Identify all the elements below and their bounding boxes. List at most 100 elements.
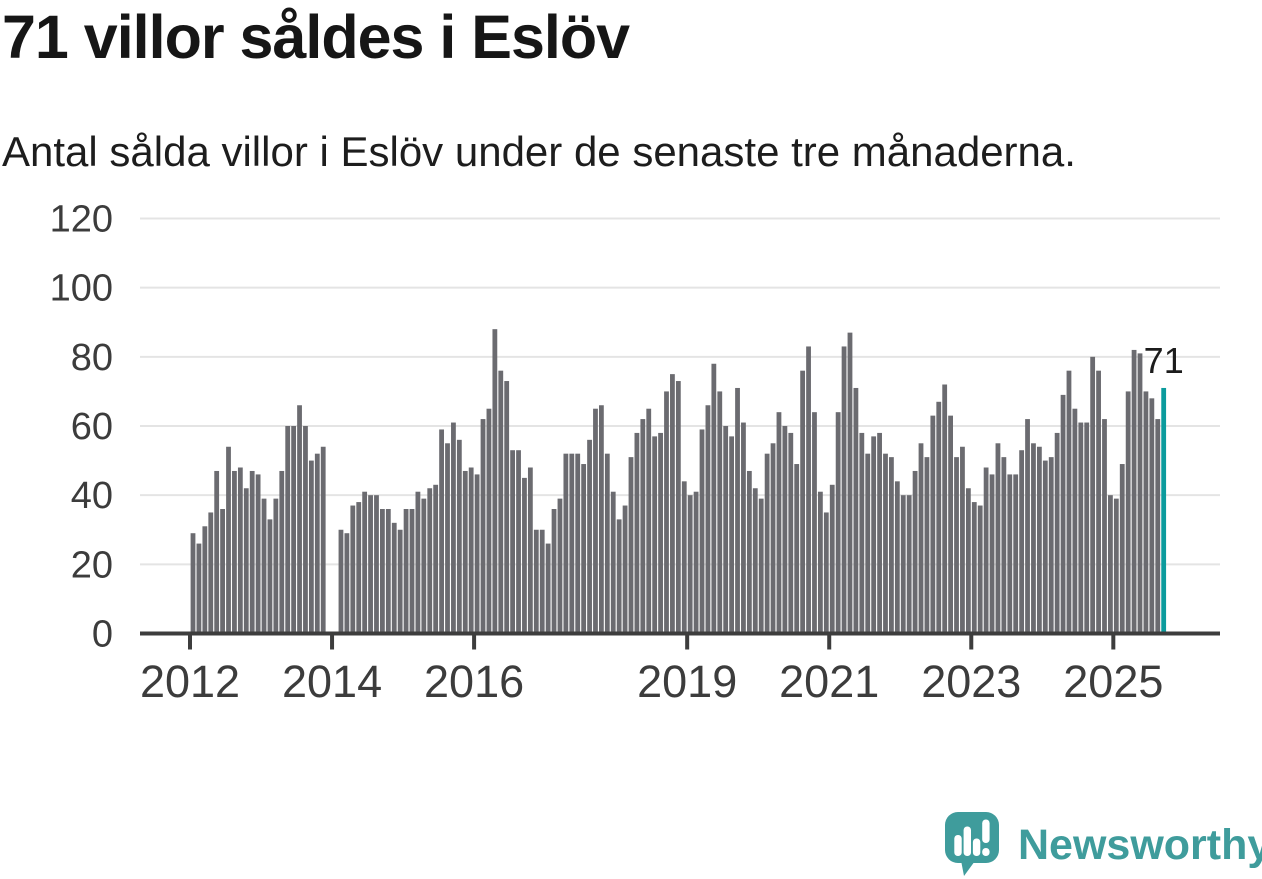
bar — [610, 491, 616, 634]
bar — [1084, 422, 1090, 634]
newsworthy-logo: Newsworthy — [945, 812, 1262, 876]
bar — [1113, 498, 1119, 634]
x-axis-label: 2021 — [779, 656, 879, 707]
bar — [237, 467, 243, 634]
bar — [409, 509, 415, 634]
bar — [1137, 353, 1143, 634]
x-axis-tick — [685, 635, 690, 650]
bar — [320, 446, 326, 634]
bar — [930, 415, 936, 634]
bar — [202, 526, 208, 634]
bar — [510, 450, 516, 634]
bar — [853, 387, 859, 634]
bar — [977, 505, 983, 634]
bar — [1060, 394, 1066, 634]
x-axis-label: 2023 — [921, 656, 1021, 707]
bar — [308, 460, 314, 634]
bar — [1007, 474, 1013, 634]
bar — [1119, 464, 1125, 634]
bar — [1155, 419, 1161, 634]
y-axis-label: 0 — [92, 614, 113, 656]
bar — [344, 533, 350, 634]
bar — [504, 381, 510, 634]
bar — [883, 453, 888, 634]
bar — [877, 432, 882, 634]
bar — [1143, 391, 1149, 634]
bar — [557, 498, 563, 634]
bar — [451, 422, 456, 634]
bar — [729, 436, 735, 634]
bar — [480, 419, 486, 634]
bar — [871, 436, 877, 634]
bar — [1019, 450, 1025, 634]
bar — [445, 443, 450, 634]
bar — [711, 363, 717, 634]
y-axis-label: 80 — [71, 337, 113, 379]
y-axis-label: 100 — [50, 268, 113, 310]
bar — [527, 467, 533, 634]
bar — [664, 391, 669, 634]
bar — [800, 370, 806, 634]
bar — [598, 405, 604, 634]
bar — [433, 484, 439, 634]
bar — [1102, 419, 1107, 634]
bar — [699, 429, 705, 634]
bar — [705, 405, 711, 634]
bar — [196, 543, 202, 634]
bar — [960, 446, 965, 634]
bar — [255, 474, 261, 634]
bar — [604, 453, 610, 634]
bar — [823, 512, 829, 634]
bar — [362, 491, 368, 634]
x-axis-line — [140, 631, 1220, 636]
bar — [1048, 457, 1054, 634]
bar — [391, 522, 397, 634]
bar — [249, 470, 255, 634]
bar — [593, 408, 598, 634]
bar — [380, 509, 385, 634]
bar — [942, 384, 948, 634]
bar — [297, 405, 302, 634]
bar — [581, 464, 587, 634]
bar — [652, 436, 658, 634]
bar — [1001, 457, 1007, 634]
bar — [338, 529, 344, 634]
bar — [841, 346, 847, 634]
logo-bubble-icon — [945, 812, 999, 876]
bar — [232, 470, 237, 634]
bar — [539, 529, 545, 634]
bar — [971, 502, 977, 634]
bar — [758, 498, 764, 634]
bar — [273, 498, 279, 634]
bar — [812, 412, 817, 634]
bar — [439, 429, 444, 634]
bar — [587, 439, 592, 634]
bar — [569, 453, 575, 634]
x-axis-tick — [1111, 635, 1116, 650]
bar — [847, 332, 853, 634]
bar — [261, 498, 267, 634]
bar — [1025, 419, 1030, 634]
bar — [936, 401, 942, 634]
bar — [498, 370, 504, 634]
bar — [220, 509, 225, 634]
bar — [817, 491, 823, 634]
bar — [226, 446, 231, 634]
bar — [782, 426, 788, 634]
bar — [267, 519, 273, 634]
bar — [190, 533, 196, 634]
bar — [912, 470, 918, 634]
bar — [681, 481, 687, 634]
bar — [279, 470, 285, 634]
bar — [456, 439, 462, 634]
bar — [243, 488, 249, 634]
bar — [522, 477, 527, 634]
bar — [486, 408, 492, 634]
bar — [1013, 474, 1019, 634]
bar — [865, 453, 871, 634]
bar — [563, 453, 569, 634]
y-axis-label: 60 — [71, 406, 113, 448]
bar — [776, 412, 782, 634]
